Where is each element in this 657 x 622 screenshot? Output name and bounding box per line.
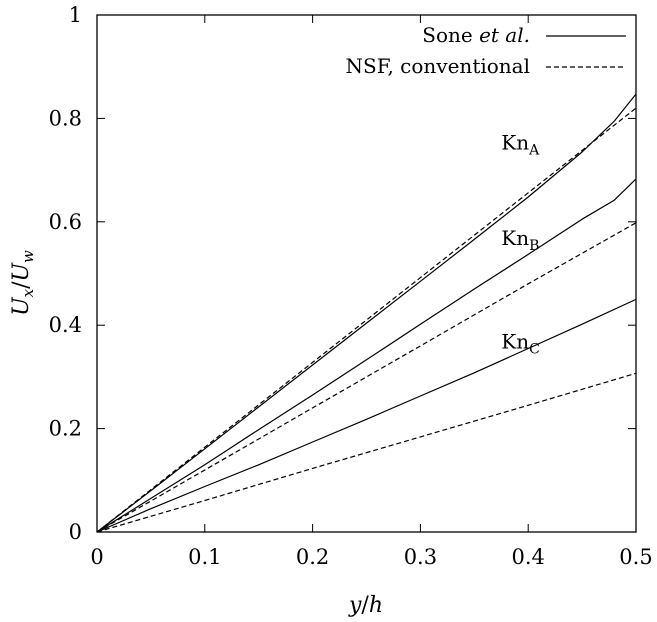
- x-tick-label: 0.5: [619, 545, 652, 569]
- y-axis-label: Ux/Uw: [9, 250, 37, 316]
- legend-label-2: NSF, conventional: [346, 54, 531, 78]
- sone-line-kn-b: [96, 178, 637, 533]
- curve-label-kn-a: KnA: [501, 130, 540, 158]
- y-tick-label: 0.6: [49, 210, 82, 234]
- x-tick-label: 0: [90, 545, 103, 569]
- nsf-line-kn-b: [96, 222, 637, 533]
- nsf-line-kn-a: [96, 107, 637, 533]
- curve-label-kn-b: KnB: [501, 226, 539, 254]
- nsf-line-kn-c: [96, 372, 637, 533]
- x-tick-label: 0.4: [511, 545, 544, 569]
- sone-line-kn-a: [96, 93, 637, 533]
- y-tick-label: 0.8: [49, 106, 82, 130]
- x-axis-label: y/h: [348, 593, 383, 618]
- x-tick-label: 0.3: [404, 545, 437, 569]
- y-tick-label: 1: [69, 3, 82, 27]
- curve-label-kn-c: KnC: [501, 329, 540, 357]
- legend-label-1: Sone et al.: [422, 23, 530, 47]
- y-tick-label: 0.4: [49, 313, 82, 337]
- y-tick-label: 0: [69, 520, 82, 544]
- x-tick-label: 0.1: [188, 545, 221, 569]
- sone-line-kn-c: [96, 298, 637, 533]
- x-tick-label: 0.2: [296, 545, 329, 569]
- y-tick-label: 0.2: [49, 417, 82, 441]
- plot-frame: [96, 14, 637, 533]
